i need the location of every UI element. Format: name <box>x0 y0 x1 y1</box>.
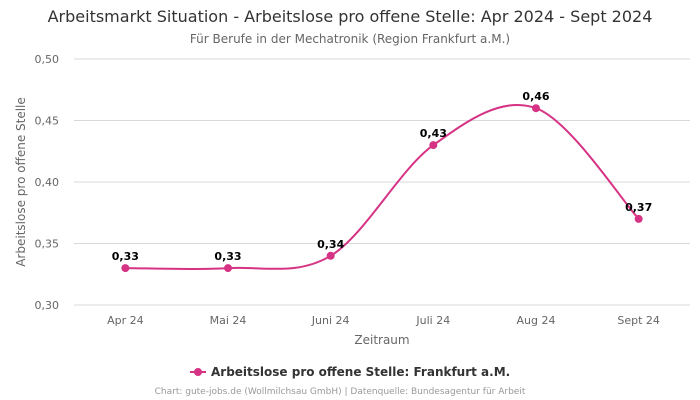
chart-subtitle: Für Berufe in der Mechatronik (Region Fr… <box>190 32 510 46</box>
data-label: 0,43 <box>420 127 447 140</box>
x-tick-label: Juni 24 <box>311 314 350 327</box>
chart-credits: Chart: gute-jobs.de (Wollmilchsau GmbH) … <box>155 387 526 397</box>
data-label: 0,34 <box>317 238 344 251</box>
x-axis-label: Zeitraum <box>354 333 409 347</box>
data-label: 0,37 <box>625 201 652 214</box>
legend-swatch-marker <box>194 368 202 376</box>
data-point[interactable] <box>224 264 232 273</box>
chart-title: Arbeitsmarkt Situation - Arbeitslose pro… <box>48 7 653 26</box>
legend[interactable]: Arbeitslose pro offene Stelle: Frankfurt… <box>190 365 510 379</box>
y-tick-label: 0,30 <box>35 299 60 312</box>
data-point[interactable] <box>532 104 540 113</box>
gridlines <box>74 58 690 306</box>
x-tick-label: Juli 24 <box>415 314 450 327</box>
x-tick-label: Sept 24 <box>617 314 660 327</box>
x-tick-label: Aug 24 <box>517 314 556 327</box>
data-point[interactable] <box>429 141 438 150</box>
x-tick-label: Mai 24 <box>210 314 247 327</box>
data-label: 0,33 <box>214 250 241 263</box>
y-tick-label: 0,50 <box>35 53 60 66</box>
x-axis-ticks: Apr 24 Mai 24 Juni 24 Juli 24 Aug 24 Sept 24 <box>107 314 660 327</box>
series-group <box>121 103 643 273</box>
data-point[interactable] <box>634 214 643 223</box>
y-axis-label: Arbeitslose pro offene Stelle <box>14 97 28 267</box>
y-tick-label: 0,35 <box>35 238 60 251</box>
legend-series-name: Arbeitslose pro offene Stelle: Frankfurt… <box>211 365 510 379</box>
data-labels: 0,33 0,33 0,34 0,43 0,46 0,37 <box>112 90 652 263</box>
y-tick-label: 0,40 <box>35 176 60 189</box>
y-axis-ticks: 0,30 0,35 0,40 0,45 0,50 <box>35 53 60 312</box>
data-point[interactable] <box>326 251 335 260</box>
y-tick-label: 0,45 <box>35 115 60 128</box>
data-point[interactable] <box>121 264 130 273</box>
data-label: 0,46 <box>522 90 549 103</box>
x-tick-label: Apr 24 <box>107 314 144 327</box>
series-line <box>125 103 640 271</box>
data-label: 0,33 <box>112 250 139 263</box>
